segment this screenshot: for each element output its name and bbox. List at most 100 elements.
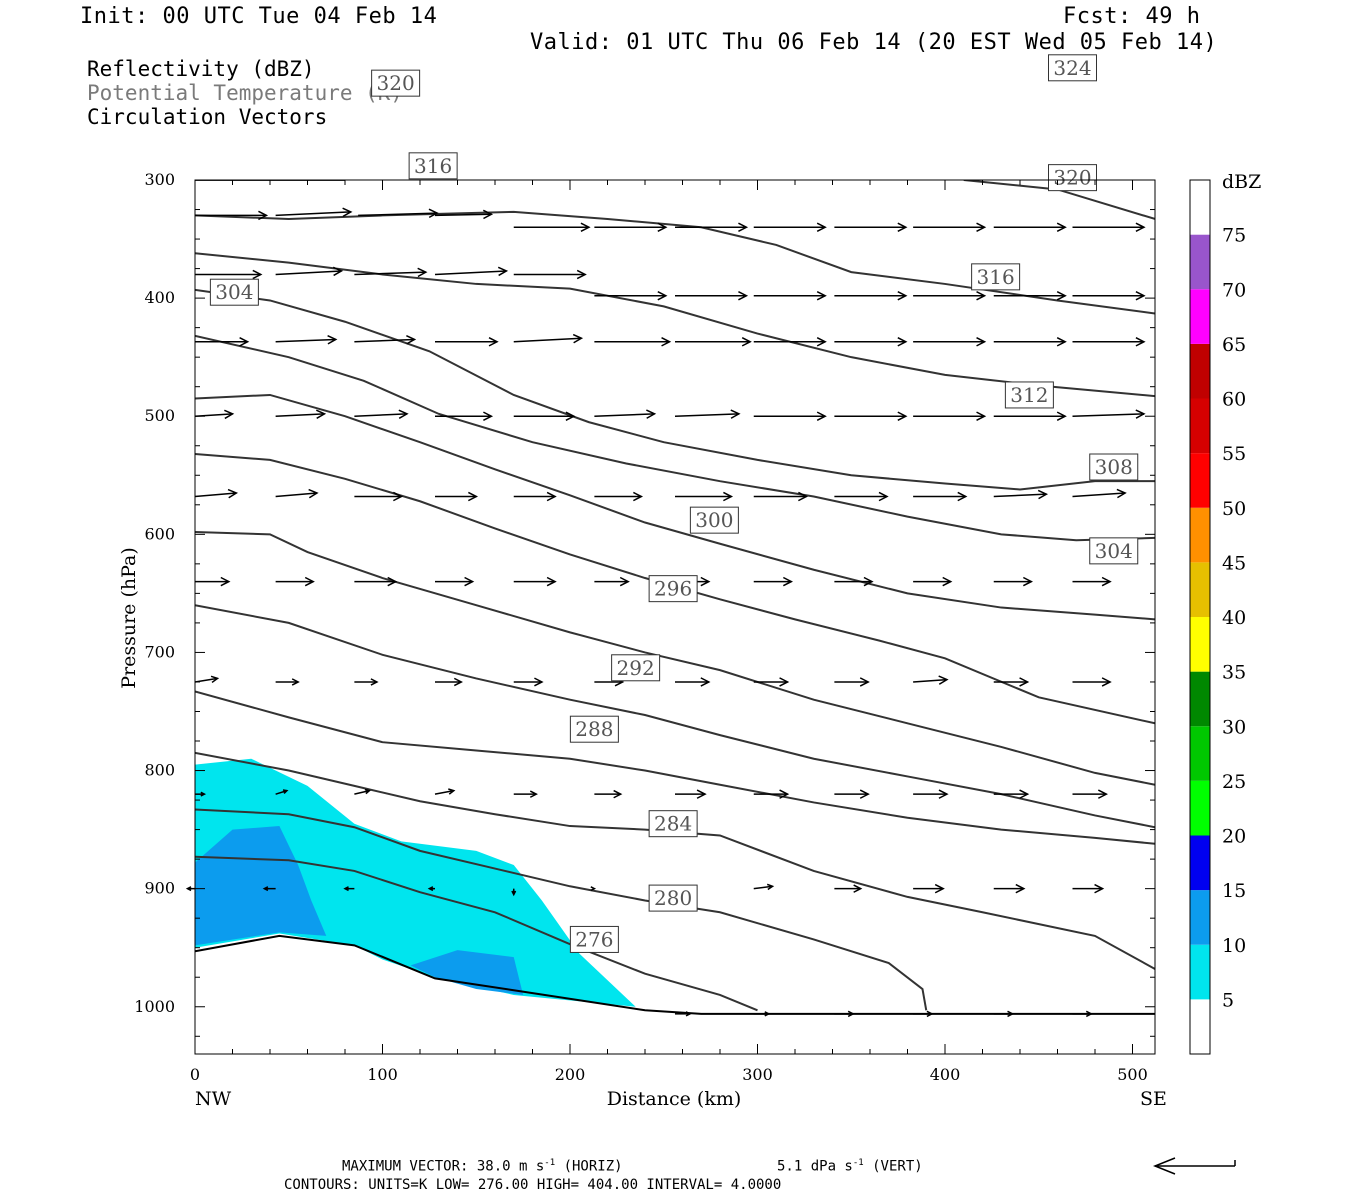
vector-shaft <box>1072 413 1144 417</box>
vector-arrow-4-11 <box>1072 337 1146 347</box>
colorbar-level-75: 75 <box>1222 225 1246 247</box>
contour-label-320-14: 320 <box>1048 164 1097 192</box>
colorbar-level-70: 70 <box>1222 279 1246 301</box>
theta-contour-284-2 <box>195 751 1155 970</box>
max-vector-prefix: MAXIMUM VECTOR: 38.0 m s <box>342 1158 545 1175</box>
vector-head <box>816 222 827 232</box>
contour-label-320-13: 320 <box>371 69 421 97</box>
vector-arrow-8-8 <box>834 677 870 687</box>
colorbar-swatch-6 <box>1190 671 1210 727</box>
vector-arrow-4-2 <box>354 334 417 345</box>
vector-head <box>897 411 908 421</box>
vector-shaft <box>194 677 218 683</box>
colorbar-swatch-0 <box>1190 999 1210 1054</box>
x-tick-label-400: 400 <box>930 1065 961 1084</box>
colorbar-level-30: 30 <box>1222 716 1246 738</box>
contour-label-304-7: 304 <box>209 278 259 306</box>
max-vector-vert-prefix: 5.1 dPa s <box>777 1158 853 1175</box>
vector-head <box>497 266 509 277</box>
colorbar-swatch-9 <box>1190 507 1210 563</box>
vector-head <box>511 890 517 897</box>
vector-arrow-8-11 <box>1072 677 1112 687</box>
contour-label-text: 288 <box>575 717 613 741</box>
contour-label-box <box>648 810 698 838</box>
vector-head <box>976 337 987 347</box>
vector-head <box>779 789 790 799</box>
field-reflectivity: Reflectivity (dBZ) <box>87 57 315 81</box>
colorbar-level-65: 65 <box>1222 334 1246 356</box>
contour-label-box <box>1089 453 1139 481</box>
reflectivity-region-2 <box>410 950 524 995</box>
colorbar-level-60: 60 <box>1222 389 1246 411</box>
vector-arrow-8-4 <box>513 677 544 687</box>
circulation-vectors <box>185 207 1146 1018</box>
colorbar-swatch-2 <box>1190 890 1210 945</box>
vector-head <box>938 675 949 685</box>
vector-arrow-5-10 <box>993 411 1067 421</box>
y-tick-label-700: 700 <box>144 642 175 661</box>
vector-head <box>1019 789 1030 799</box>
vector-arrow-5-7 <box>753 411 827 421</box>
vector-head <box>488 337 499 347</box>
vector-arrow-9-5 <box>594 789 623 799</box>
vector-head <box>847 1010 855 1018</box>
vector-head <box>782 576 794 587</box>
vector-arrow-9-11 <box>1072 789 1108 799</box>
contour-label-304-8: 304 <box>1089 537 1139 565</box>
colorbar-frame <box>1189 179 1211 1055</box>
vector-head <box>1097 789 1108 799</box>
vector-head <box>258 210 269 221</box>
init-time: Init: 00 UTC Tue 04 Feb 14 <box>80 4 438 29</box>
vector-arrow-10-11 <box>1072 883 1105 894</box>
contour-label-284-2: 284 <box>648 810 698 838</box>
vector-arrow-6-7 <box>753 491 809 502</box>
vector-head <box>308 488 319 499</box>
theta-contour-292-4 <box>195 604 1155 829</box>
vector-arrow-9-2 <box>354 788 372 795</box>
vector-head <box>343 886 349 892</box>
x-tick-label-0: 0 <box>190 1065 200 1084</box>
theta-contour-312-9 <box>195 288 1155 491</box>
vector-shaft <box>275 492 318 498</box>
vector-arrow-6-5 <box>594 491 644 502</box>
contour-label-box <box>1089 537 1139 565</box>
vector-head <box>816 290 827 301</box>
reflectivity-region-1 <box>195 826 327 946</box>
contour-label-box <box>371 69 421 97</box>
max-vector-horiz-exponent: -1 <box>544 1158 556 1168</box>
vector-arrow-9-4 <box>513 790 538 798</box>
vector-shaft <box>354 789 370 795</box>
vector-head <box>364 788 372 795</box>
contour-label-text: 308 <box>1095 455 1133 479</box>
x-tick-label-300: 300 <box>742 1065 773 1084</box>
contour-label-text: 304 <box>215 280 253 304</box>
y-tick-label-900: 900 <box>144 879 175 898</box>
vector-shaft <box>354 271 426 276</box>
contour-label-text: 316 <box>977 265 1015 289</box>
vector-head <box>370 678 379 686</box>
vector-arrow-7-0 <box>195 576 231 587</box>
vector-head <box>239 337 250 347</box>
terrain-profile <box>195 934 1155 1015</box>
field-vectors: Circulation Vectors <box>87 105 328 129</box>
contour-label-288-3: 288 <box>569 715 619 743</box>
max-vector-horiz-unit: (HORIZ) <box>555 1158 623 1175</box>
max-vector-vert-unit: (VERT) <box>863 1158 923 1175</box>
theta-contour-296-5 <box>195 530 1155 786</box>
contour-label-312-10: 312 <box>1004 381 1054 409</box>
vector-head <box>1056 290 1067 301</box>
contour-label-308-9: 308 <box>1089 453 1139 481</box>
vector-head <box>482 209 494 220</box>
contour-label-text: 300 <box>695 508 733 532</box>
vector-arrow-5-8 <box>834 411 908 421</box>
colorbar-level-25: 25 <box>1222 771 1246 793</box>
vector-head <box>580 222 591 232</box>
colorbar-level-50: 50 <box>1222 498 1246 520</box>
x-tick-label-100: 100 <box>367 1065 398 1084</box>
vector-arrow-0-0 <box>195 210 269 221</box>
vector-head <box>398 409 409 419</box>
vector-arrow-2-3 <box>434 266 509 277</box>
contour-label-box <box>209 278 259 306</box>
vector-arrow-10-9 <box>913 883 945 894</box>
theta-contour-300-6 <box>195 453 1155 725</box>
